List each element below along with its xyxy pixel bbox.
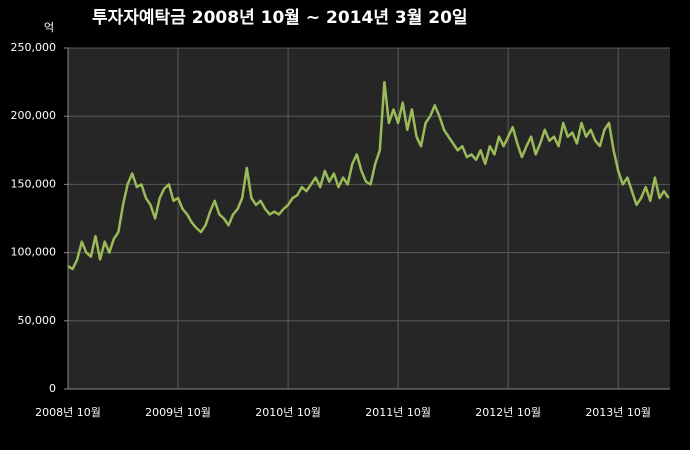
- y-tick-label: 0: [49, 382, 56, 395]
- x-tick-label: 2012년 10월: [475, 406, 541, 419]
- plot-area: [68, 48, 670, 389]
- y-unit: 억: [44, 21, 54, 34]
- y-tick-label: 100,000: [11, 246, 57, 259]
- y-tick-label: 50,000: [18, 314, 57, 327]
- y-tick-label: 200,000: [11, 109, 57, 122]
- y-tick-label: 150,000: [11, 177, 57, 190]
- x-tick-label: 2009년 10월: [145, 406, 211, 419]
- chart-title: 투자자예탁금 2008년 10월 ~ 2014년 3월 20일: [92, 8, 468, 28]
- x-tick-label: 2013년 10월: [585, 406, 651, 419]
- x-tick-label: 2011년 10월: [365, 406, 431, 419]
- x-tick-label: 2008년 10월: [35, 406, 101, 419]
- x-tick-label: 2010년 10월: [255, 406, 321, 419]
- y-tick-label: 250,000: [11, 41, 57, 54]
- data-line: [67, 80, 670, 271]
